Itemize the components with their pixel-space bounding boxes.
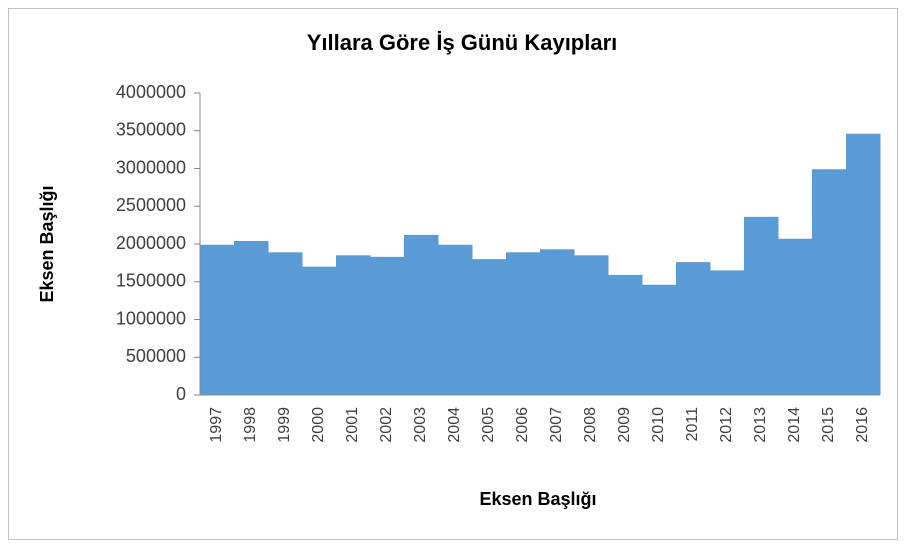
- chart-title: Yıllara Göre İş Günü Kayıpları: [307, 30, 618, 55]
- x-tick-label: 2011: [684, 407, 701, 442]
- x-tick-label: 1999: [276, 407, 293, 443]
- bar: [438, 244, 473, 395]
- bar: [336, 255, 371, 395]
- bar: [642, 284, 677, 395]
- bar: [200, 244, 235, 395]
- x-axis-label: Eksen Başlığı: [479, 489, 596, 509]
- bar: [472, 259, 507, 395]
- bar: [608, 274, 643, 395]
- bar: [574, 255, 609, 395]
- x-tick-label: 1997: [208, 407, 225, 443]
- bar: [846, 133, 881, 395]
- y-tick-label: 2000000: [116, 233, 186, 253]
- x-tick-label: 2005: [480, 407, 497, 443]
- x-tick-label: 2012: [718, 407, 735, 443]
- y-tick-label: 2500000: [116, 195, 186, 215]
- x-tick-label: 2003: [412, 407, 429, 443]
- bar: [506, 252, 541, 395]
- bar: [710, 270, 745, 395]
- x-tick-label: 2007: [548, 407, 565, 443]
- x-tick-label: 2015: [820, 407, 837, 443]
- y-axis-label: Eksen Başlığı: [37, 185, 57, 302]
- bar: [404, 234, 439, 395]
- bar: [676, 262, 711, 395]
- bar: [778, 238, 813, 395]
- x-tick-label: 2002: [378, 407, 395, 443]
- bar: [812, 169, 847, 395]
- y-tick-label: 4000000: [116, 82, 186, 102]
- x-tick-label: 2004: [446, 407, 463, 443]
- bar: [744, 216, 779, 395]
- x-tick-label: 2010: [650, 407, 667, 443]
- y-tick-label: 1500000: [116, 271, 186, 291]
- y-tick-label: 500000: [126, 346, 186, 366]
- x-tick-label: 2016: [854, 407, 871, 443]
- bar: [540, 249, 575, 395]
- bar: [370, 256, 405, 395]
- x-tick-label: 2001: [344, 407, 361, 443]
- x-tick-label: 2000: [310, 407, 327, 443]
- y-tick-label: 0: [176, 384, 186, 404]
- x-tick-label: 1998: [242, 407, 259, 443]
- bar: [234, 240, 269, 395]
- y-tick-label: 1000000: [116, 308, 186, 328]
- x-tick-label: 2013: [752, 407, 769, 443]
- y-tick-label: 3000000: [116, 157, 186, 177]
- x-tick-label: 2006: [514, 407, 531, 443]
- bar: [302, 266, 337, 395]
- y-tick-label: 3500000: [116, 120, 186, 140]
- x-tick-label: 2014: [786, 407, 803, 443]
- x-tick-label: 2009: [616, 407, 633, 443]
- bar: [268, 252, 303, 395]
- x-tick-label: 2008: [582, 407, 599, 443]
